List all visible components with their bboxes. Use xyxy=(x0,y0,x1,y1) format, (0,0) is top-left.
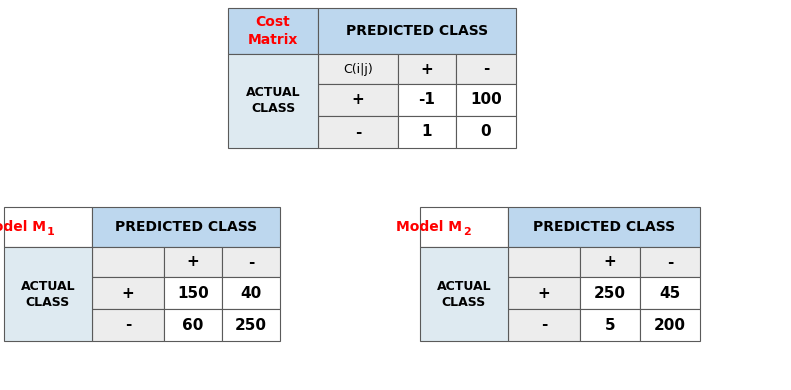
Bar xyxy=(398,116,456,148)
Text: PREDICTED CLASS: PREDICTED CLASS xyxy=(115,220,257,234)
Bar xyxy=(4,207,92,247)
Text: -: - xyxy=(248,255,254,269)
Text: 200: 200 xyxy=(654,317,686,333)
Text: ACTUAL
CLASS: ACTUAL CLASS xyxy=(437,280,491,308)
Bar xyxy=(222,277,280,309)
Text: 150: 150 xyxy=(177,285,209,301)
Bar xyxy=(456,84,516,116)
Bar xyxy=(92,309,164,341)
Text: +: + xyxy=(187,255,199,269)
Bar xyxy=(318,54,398,84)
Bar xyxy=(398,84,456,116)
Bar xyxy=(92,277,164,309)
Bar xyxy=(508,309,580,341)
Text: +: + xyxy=(421,62,433,76)
Text: -: - xyxy=(355,124,361,140)
Bar xyxy=(398,54,456,84)
Text: -: - xyxy=(541,317,547,333)
Text: +: + xyxy=(122,285,134,301)
Text: Cost
Matrix: Cost Matrix xyxy=(248,15,298,47)
Text: +: + xyxy=(352,92,365,108)
Bar xyxy=(580,247,640,277)
Text: 2: 2 xyxy=(463,227,471,237)
Bar xyxy=(580,309,640,341)
Bar xyxy=(508,277,580,309)
Bar xyxy=(228,54,318,148)
Text: -1: -1 xyxy=(418,92,435,108)
Bar xyxy=(456,116,516,148)
Text: -: - xyxy=(667,255,673,269)
Text: 5: 5 xyxy=(604,317,615,333)
Bar xyxy=(222,247,280,277)
Text: 1: 1 xyxy=(422,124,432,140)
Text: Model M: Model M xyxy=(396,220,462,234)
Bar xyxy=(164,277,222,309)
Bar xyxy=(420,207,508,247)
Text: 250: 250 xyxy=(235,317,267,333)
Bar xyxy=(456,54,516,84)
Bar xyxy=(318,84,398,116)
Text: 40: 40 xyxy=(240,285,262,301)
Text: PREDICTED CLASS: PREDICTED CLASS xyxy=(346,24,488,38)
Text: 1: 1 xyxy=(47,227,55,237)
Text: 100: 100 xyxy=(470,92,501,108)
Text: ACTUAL
CLASS: ACTUAL CLASS xyxy=(21,280,75,308)
Text: C(i|j): C(i|j) xyxy=(343,62,373,76)
Text: -: - xyxy=(483,62,489,76)
Text: PREDICTED CLASS: PREDICTED CLASS xyxy=(533,220,675,234)
Text: +: + xyxy=(538,285,551,301)
Bar xyxy=(4,247,92,341)
Text: 250: 250 xyxy=(594,285,626,301)
Bar xyxy=(222,309,280,341)
Bar xyxy=(508,207,700,247)
Bar xyxy=(318,116,398,148)
Text: 60: 60 xyxy=(182,317,204,333)
Text: 45: 45 xyxy=(660,285,680,301)
Bar xyxy=(228,8,318,54)
Bar xyxy=(420,247,508,341)
Text: 0: 0 xyxy=(481,124,491,140)
Text: ACTUAL
CLASS: ACTUAL CLASS xyxy=(246,87,301,115)
Bar xyxy=(92,207,280,247)
Text: +: + xyxy=(604,255,616,269)
Text: Model M: Model M xyxy=(0,220,46,234)
Bar xyxy=(318,8,516,54)
Bar xyxy=(92,247,164,277)
Bar xyxy=(640,247,700,277)
Bar xyxy=(508,247,580,277)
Bar xyxy=(640,277,700,309)
Bar xyxy=(164,309,222,341)
Bar xyxy=(640,309,700,341)
Bar xyxy=(164,247,222,277)
Text: -: - xyxy=(125,317,131,333)
Bar xyxy=(580,277,640,309)
